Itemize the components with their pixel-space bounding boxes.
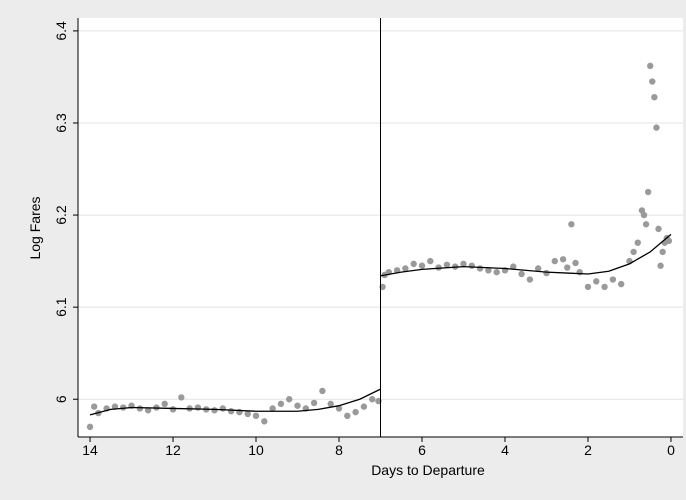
- data-point: [310, 399, 318, 407]
- data-point: [427, 257, 434, 265]
- data-point: [460, 260, 467, 268]
- y-tick-label: 6.3: [53, 113, 69, 133]
- data-point: [526, 276, 534, 283]
- x-tick-label: 6: [418, 442, 426, 458]
- data-point: [601, 283, 608, 291]
- data-point: [665, 237, 673, 245]
- data-point: [136, 405, 144, 412]
- data-point: [647, 62, 654, 70]
- y-tick-label: 6.2: [53, 205, 69, 225]
- data-point: [344, 412, 351, 420]
- y-tick-label: 6.4: [53, 21, 69, 41]
- data-point: [617, 280, 625, 288]
- data-point: [559, 256, 567, 263]
- data-point: [435, 264, 442, 271]
- data-point: [568, 221, 575, 228]
- data-point: [319, 387, 326, 395]
- y-tick-label: 6.1: [53, 297, 69, 317]
- data-point: [211, 407, 218, 414]
- data-point: [277, 400, 285, 408]
- data-point: [178, 394, 185, 401]
- y-axis-title: Log Fares: [27, 196, 43, 259]
- data-point: [418, 262, 426, 269]
- data-point: [510, 263, 517, 270]
- data-point: [493, 268, 500, 276]
- data-point: [609, 276, 617, 283]
- data-point: [630, 248, 637, 256]
- data-point: [269, 405, 276, 412]
- data-point: [572, 259, 579, 267]
- x-axis-title: Days to Departure: [371, 462, 485, 478]
- data-point: [576, 268, 583, 276]
- data-point: [640, 211, 648, 219]
- data-point: [120, 404, 127, 411]
- data-point: [261, 418, 268, 425]
- data-point: [219, 405, 227, 412]
- x-tick-label: 12: [165, 442, 181, 458]
- data-point: [402, 265, 409, 272]
- data-point: [518, 270, 525, 278]
- data-point: [653, 124, 660, 131]
- x-tick-label: 10: [248, 442, 264, 458]
- data-point: [634, 239, 641, 246]
- data-point: [90, 403, 98, 410]
- x-tick-label: 2: [584, 442, 592, 458]
- data-point: [476, 265, 484, 272]
- data-point: [468, 262, 475, 269]
- data-point: [657, 262, 664, 269]
- data-point: [659, 248, 666, 256]
- data-point: [651, 93, 658, 101]
- data-point: [564, 264, 571, 271]
- data-point: [485, 267, 492, 274]
- data-point: [642, 221, 650, 228]
- data-point: [327, 400, 334, 408]
- data-point: [352, 408, 359, 416]
- x-tick-label: 8: [335, 442, 343, 458]
- data-point: [294, 402, 301, 409]
- data-point: [649, 78, 656, 85]
- data-point: [286, 396, 293, 403]
- data-point: [644, 188, 652, 196]
- x-tick-label: 14: [82, 442, 98, 458]
- data-point: [655, 225, 662, 233]
- data-point: [335, 405, 343, 412]
- x-tick-label: 4: [501, 442, 509, 458]
- fit-line: [89, 233, 672, 416]
- data-point: [169, 406, 177, 413]
- y-tick-label: 6: [53, 395, 69, 403]
- data-point: [584, 283, 592, 291]
- data-point: [161, 400, 168, 408]
- data-point: [360, 403, 368, 410]
- x-tick-label: 0: [667, 442, 675, 458]
- data-point: [534, 265, 542, 272]
- data-point: [369, 396, 376, 403]
- data-point: [86, 423, 94, 431]
- data-point: [194, 404, 202, 411]
- data-point: [410, 260, 417, 268]
- data-point: [393, 267, 401, 274]
- data-point: [443, 261, 451, 268]
- data-point: [543, 269, 550, 277]
- data-point: [551, 257, 558, 265]
- data-point: [593, 278, 600, 285]
- data-point: [244, 410, 251, 418]
- data-point: [144, 407, 152, 414]
- data-point: [227, 408, 235, 415]
- data-point: [252, 412, 260, 420]
